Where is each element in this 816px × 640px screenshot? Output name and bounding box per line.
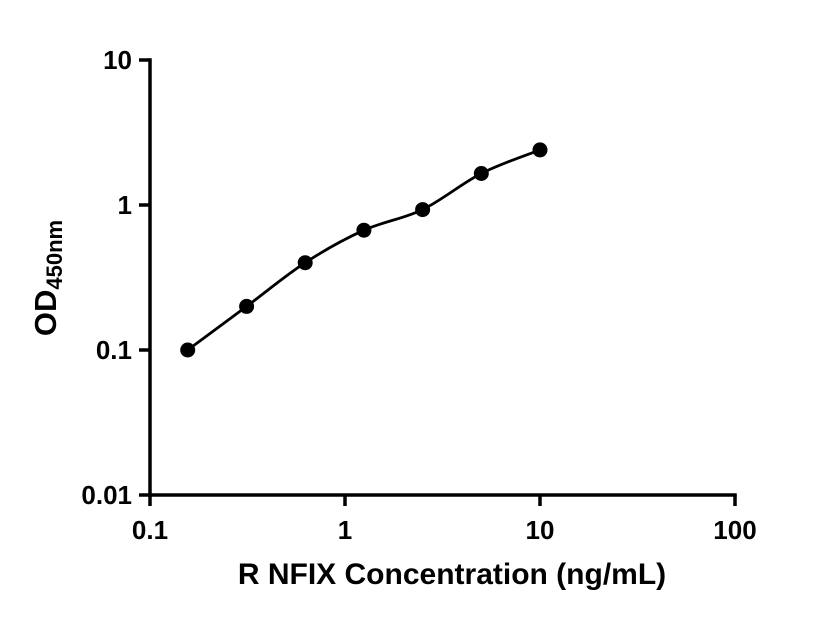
axis-spines: [148, 58, 737, 497]
data-point-marker: [415, 202, 431, 218]
y-tick-label: 0.1: [96, 335, 132, 365]
standard-curve-line: [186, 148, 541, 352]
data-point-marker: [297, 255, 313, 271]
y-axis-title-main: OD: [28, 289, 63, 337]
y-tick-label: 0.01: [81, 480, 132, 510]
y-axis-title: OD450nm: [28, 219, 67, 337]
x-tick-label: 100: [713, 515, 756, 545]
y-axis-title-subscript: 450nm: [42, 219, 67, 290]
data-point-marker: [473, 166, 489, 181]
data-point-marker: [180, 342, 196, 358]
data-point-marker: [356, 222, 372, 238]
x-axis-title: R NFIX Concentration (ng/mL): [237, 558, 667, 591]
y-tick-label: 1: [118, 190, 132, 220]
x-tick-label: 0.1: [132, 515, 168, 545]
x-tick-label: 1: [338, 515, 352, 545]
y-tick-label: 10: [103, 45, 132, 75]
x-tick-label: 10: [526, 515, 555, 545]
data-point-marker: [532, 142, 548, 158]
data-point-marker: [239, 298, 255, 314]
